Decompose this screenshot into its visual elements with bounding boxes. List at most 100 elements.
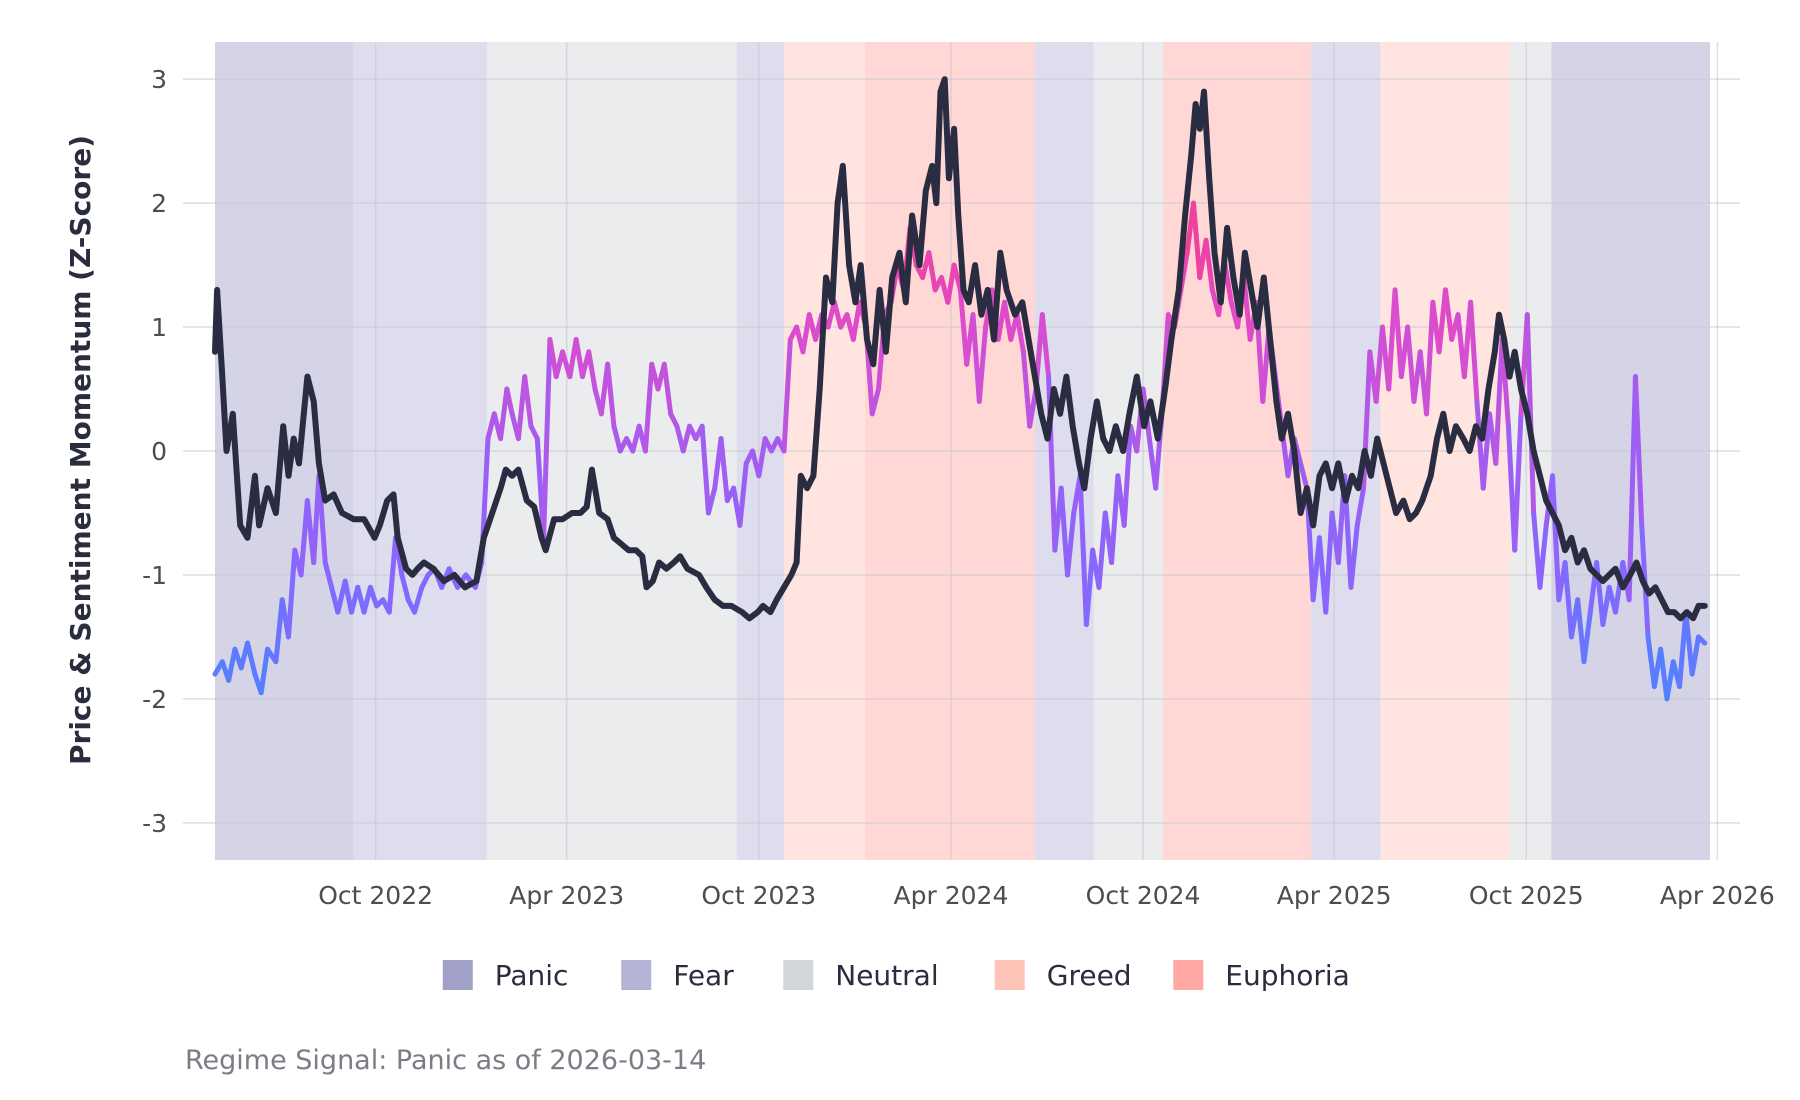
legend-item-greed: Greed [994, 959, 1132, 992]
sentiment-line-segment [586, 349, 598, 392]
sentiment-line-segment [1064, 510, 1077, 578]
legend-item-neutral: Neutral [783, 959, 939, 992]
sentiment-line-segment [1493, 336, 1505, 466]
price-momentum-line [212, 76, 1708, 622]
sentiment-line-segment [1524, 312, 1537, 516]
sentiment-line-segment [642, 361, 655, 454]
sentiment-line-segment [951, 262, 963, 293]
y-tick-label: 0 [151, 437, 167, 466]
sentiment-line-segment [1001, 299, 1014, 342]
sentiment-line-segment [869, 386, 882, 417]
sentiment-line-segment [1109, 473, 1121, 566]
sentiment-line-segment [498, 386, 510, 442]
sentiment-line-segment [1298, 460, 1310, 491]
legend-swatch [783, 960, 814, 990]
sentiment-line-segment [1424, 299, 1436, 417]
regime-signal-caption: Regime Signal: Panic as of 2026-03-14 [185, 1045, 706, 1076]
y-tick-label: 1 [151, 313, 167, 342]
legend-item-euphoria: Euphoria [1173, 959, 1350, 992]
sentiment-line-segment [285, 547, 298, 640]
sentiment-line-segment [1083, 547, 1096, 628]
sentiment-line-segment [945, 262, 957, 305]
sentiment-line-segment [611, 423, 623, 454]
x-tick-label: Oct 2025 [1469, 881, 1584, 910]
legend-label: Euphoria [1225, 959, 1350, 992]
series-lines [212, 76, 1708, 702]
sentiment-line-segment [1077, 473, 1089, 628]
sentiment-line-segment [1537, 522, 1549, 590]
sentiment-line-segment [605, 361, 617, 429]
sentiment-line-segment [1014, 312, 1026, 355]
sentiment-line-segment [367, 584, 380, 609]
sentiment-line-segment [718, 436, 730, 504]
sentiment-line-segment [245, 640, 258, 677]
sentiment-line-segment [316, 473, 328, 566]
sentiment-line-segment [1512, 411, 1524, 553]
sentiment-line-segment [1480, 411, 1493, 491]
sentiment-line-segment [680, 423, 693, 454]
legend-swatch [442, 960, 473, 990]
sentiment-line-segment [1550, 473, 1562, 603]
sentiment-line-segment [1499, 336, 1511, 429]
sentiment-line-segment [1689, 634, 1701, 677]
sentiment-line-segment [957, 287, 970, 367]
sentiment-line-segment [522, 374, 534, 429]
legend-label: Fear [673, 959, 734, 992]
y-tick-label: 2 [151, 189, 167, 218]
sentiment-line-segment [1613, 560, 1626, 615]
legend-swatch [621, 960, 652, 990]
sentiment-line-segment [504, 386, 515, 417]
x-tick-label: Oct 2022 [318, 881, 433, 910]
legend-label: Panic [495, 959, 569, 992]
x-tick-label: Apr 2024 [894, 881, 1009, 910]
sentiment-line-segment [756, 436, 768, 479]
sentiment-line-segment [1348, 522, 1360, 590]
sentiment-line-segment [737, 460, 749, 528]
x-axis-ticks: Oct 2022 Apr 2023 Oct 2023 Apr 2024 Oct 2024… [318, 881, 1775, 910]
sentiment-line-segment [399, 572, 411, 603]
sentiment-line-segment [976, 324, 989, 404]
sentiment-line-segment [1683, 609, 1695, 677]
sentiment-line-segment [1405, 324, 1417, 404]
sentiment-line-segment [1027, 386, 1039, 429]
sentiment-line-segment [1632, 374, 1645, 528]
sentiment-line-segment [926, 250, 938, 293]
sentiment-line-segment [1354, 485, 1367, 528]
sentiment-line-segment [781, 336, 793, 454]
legend-label: Greed [1047, 959, 1132, 992]
y-tick-label: -1 [142, 561, 167, 590]
sentiment-line-segment [705, 485, 718, 516]
sentiment-line-segment [1626, 374, 1638, 603]
legend-label: Neutral [835, 959, 938, 992]
y-axis-title: Price & Sentiment Momentum (Z-Score) [64, 135, 97, 765]
y-tick-label: 3 [151, 65, 167, 94]
sentiment-line-segment [1323, 510, 1335, 615]
sentiment-line-segment [258, 646, 270, 696]
sentiment-line-segment [1392, 287, 1404, 380]
x-tick-label: Apr 2023 [509, 881, 624, 910]
x-tick-label: Oct 2023 [701, 881, 816, 910]
sentiment-line-segment [411, 584, 425, 615]
sentiment-line-segment [1096, 510, 1108, 590]
legend-swatch [1173, 960, 1204, 990]
sentiment-line-segment [547, 336, 559, 380]
sentiment-line-segment [1058, 485, 1070, 578]
sentiment-line-segment [273, 597, 285, 665]
sentiment-line-segment [226, 646, 238, 683]
y-tick-label: -3 [142, 809, 167, 838]
y-tick-label: -2 [142, 685, 167, 714]
sentiment-line-segment [1695, 634, 1708, 646]
sentiment-line-segment [1468, 299, 1480, 404]
legend: Panic Fear Neutral Greed Euphoria [442, 959, 1350, 992]
sentiment-line-segment [661, 361, 674, 417]
sentiment-line-segment [850, 299, 863, 342]
y-axis-ticks: -3 -2 -1 0 1 2 3 [142, 65, 167, 838]
x-tick-label: Apr 2026 [1660, 881, 1775, 910]
sentiment-line-segment [1203, 237, 1215, 293]
sentiment-line-segment [1562, 560, 1574, 640]
sentiment-line-segment [541, 336, 553, 541]
sentiment-line-segment [322, 560, 335, 590]
sentiment-line-segment [573, 336, 585, 380]
x-tick-label: Apr 2025 [1277, 881, 1392, 910]
